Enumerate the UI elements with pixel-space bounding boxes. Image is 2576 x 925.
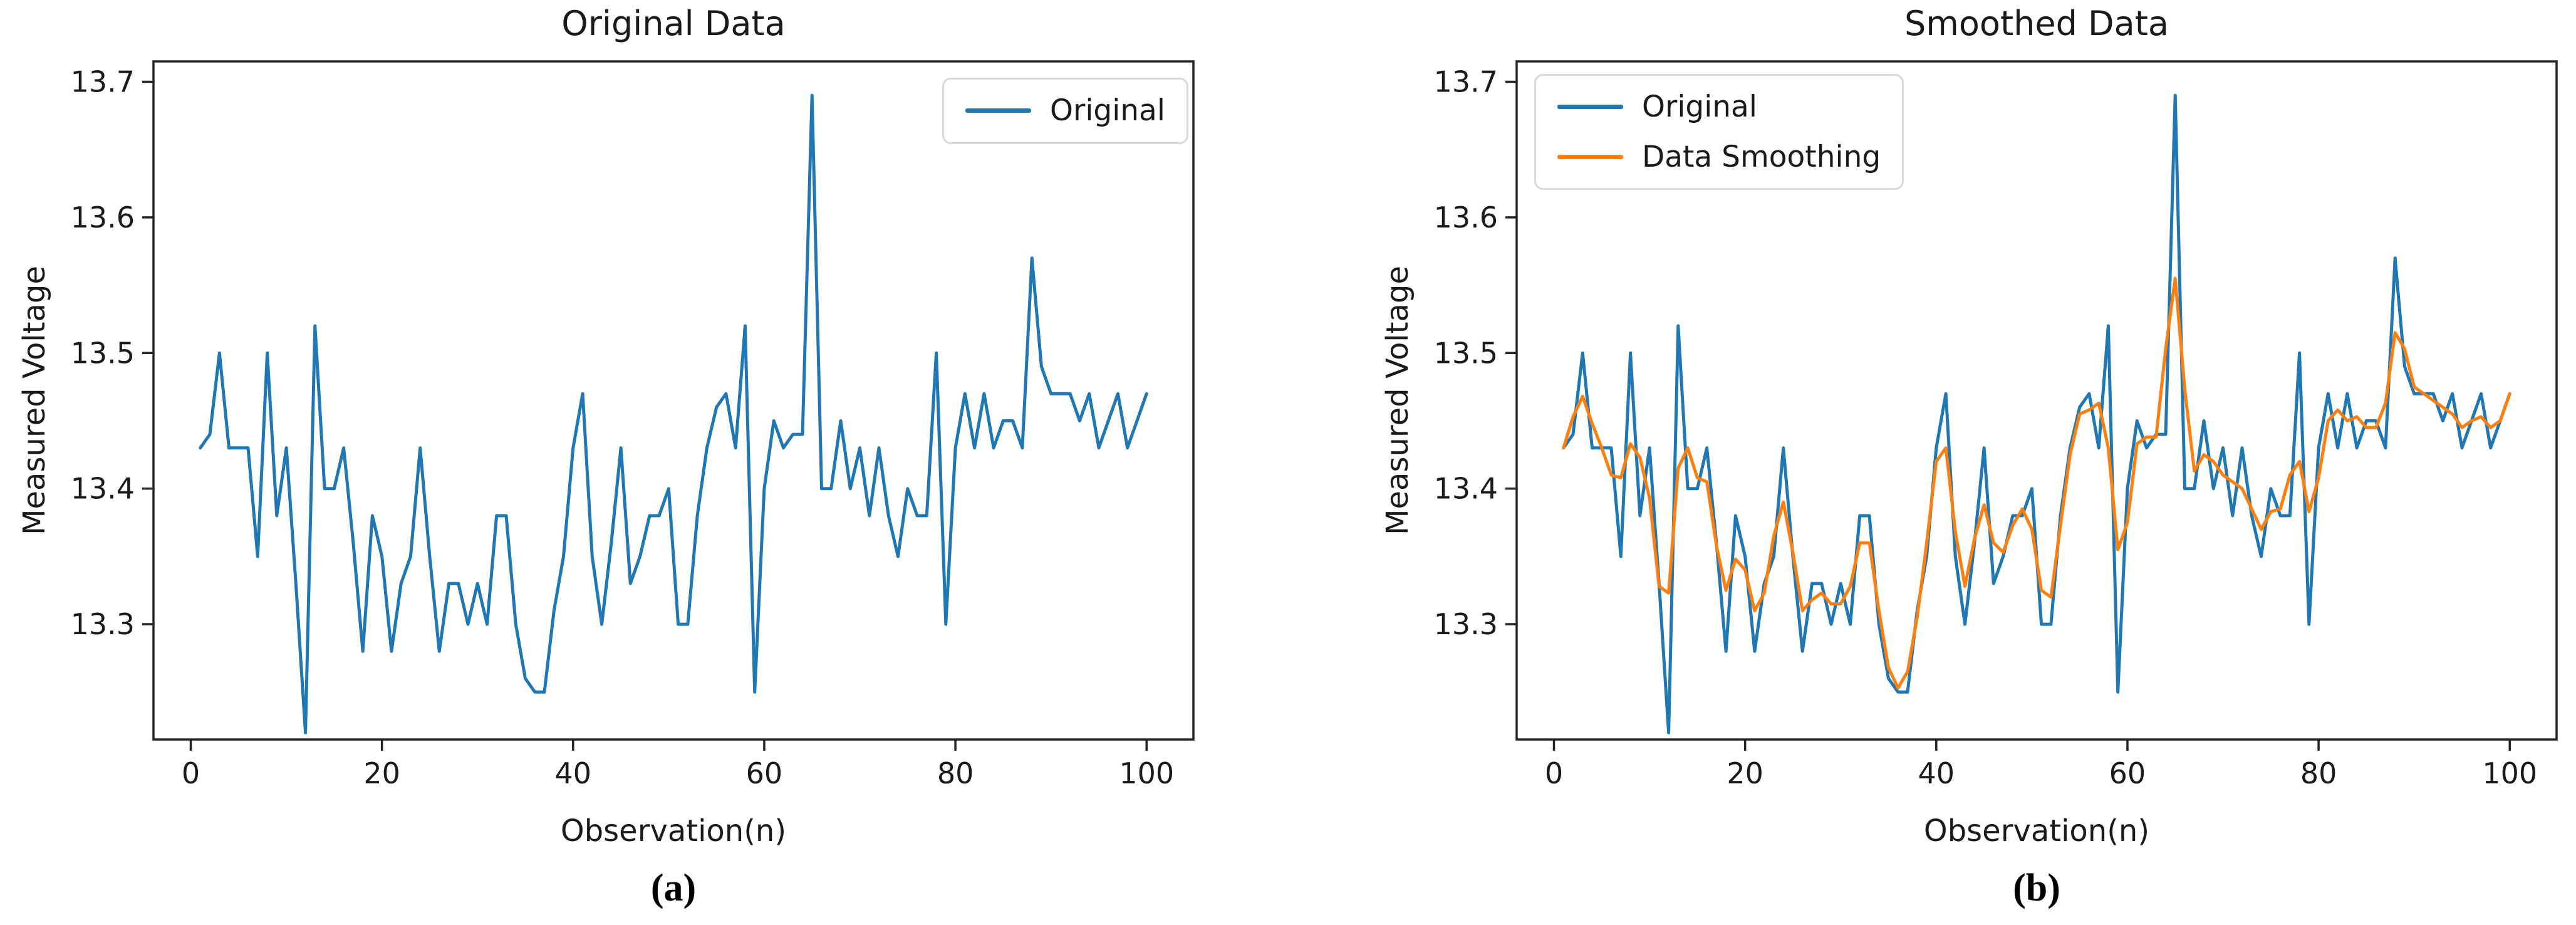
y-tick-label: 13.4 [71, 472, 135, 506]
x-tick-label: 80 [937, 756, 974, 790]
x-tick-label: 40 [555, 756, 592, 790]
x-tick-label: 60 [746, 756, 783, 790]
x-tick-label: 100 [1119, 756, 1174, 790]
x-tick-label: 60 [2109, 756, 2146, 790]
plot-border [1515, 60, 2558, 741]
x-tick-label: 0 [1545, 756, 1563, 790]
x-tick-label: 0 [182, 756, 200, 790]
x-tick-label: 20 [1727, 756, 1763, 790]
plot-border [152, 60, 1195, 741]
y-tick-label: 13.5 [71, 336, 135, 370]
y-tick-label: 13.6 [1434, 201, 1498, 234]
x-tick-label: 20 [363, 756, 400, 790]
x-tick-label: 100 [2482, 756, 2537, 790]
y-tick-label: 13.6 [71, 201, 135, 234]
x-tick-label: 40 [1918, 756, 1955, 790]
series-line-original [199, 93, 1148, 734]
y-tick-label: 13.3 [1434, 607, 1498, 641]
y-tick-label: 13.4 [1434, 472, 1498, 506]
y-tick-label: 13.7 [71, 65, 135, 98]
series-line-data-smoothing [1562, 276, 2511, 690]
y-tick-label: 13.7 [1434, 65, 1498, 98]
y-tick-label: 13.3 [71, 607, 135, 641]
y-tick-label: 13.5 [1434, 336, 1498, 370]
series-line-original [1562, 93, 2511, 734]
x-tick-label: 80 [2300, 756, 2337, 790]
